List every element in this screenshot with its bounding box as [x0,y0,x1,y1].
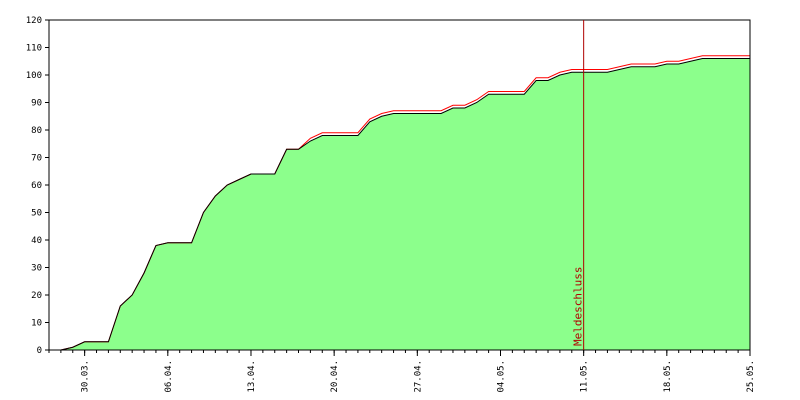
y-tick-label: 90 [31,99,42,109]
x-tick-label: 25.05. [746,360,756,393]
y-tick-label: 110 [26,44,42,54]
y-tick-label: 60 [31,181,42,191]
y-tick-label: 120 [26,16,42,26]
y-tick-label: 0 [37,346,42,356]
y-tick-label: 100 [26,71,42,81]
y-tick-label: 20 [31,291,42,301]
x-tick-label: 20.04. [330,360,340,393]
x-tick-label: 27.04. [413,360,423,393]
x-axis: 30.03. 06.04. 13.04. 20.04. 27.04. 04.05. 11.0… [48,350,756,393]
y-tick-label: 50 [31,209,42,219]
x-tick-label: 11.05. [580,360,590,393]
series-area [60,58,751,350]
x-tick-label: 04.05. [496,360,506,393]
y-tick-label: 10 [31,319,42,329]
annotation-label: Meldeschluss [572,267,585,346]
annotations: Meldeschluss [572,20,585,350]
x-tick-label: 30.03. [81,360,91,393]
y-tick-label: 70 [31,154,42,164]
y-tick-label: 30 [31,264,42,274]
x-tick-label: 18.05. [663,360,673,393]
y-tick-label: 40 [31,236,42,246]
x-tick-label: 13.04. [247,360,257,393]
plot-area [48,19,751,351]
y-axis: 0 10 20 30 40 50 60 70 80 90 100 110 120 [26,16,49,356]
x-tick-label: 06.04. [164,360,174,393]
y-tick-label: 80 [31,126,42,136]
